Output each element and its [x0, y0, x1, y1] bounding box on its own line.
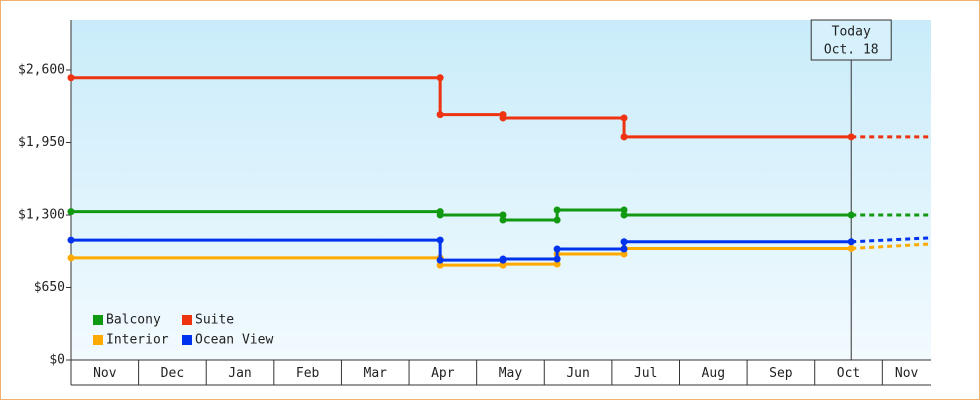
point [67, 208, 75, 216]
point [553, 206, 561, 214]
point [847, 244, 855, 252]
point [436, 211, 444, 219]
point [436, 74, 444, 82]
y-tick-label: $2,600 [18, 62, 65, 77]
y-tick-label: $0 [49, 353, 65, 368]
x-tick-label: Jan [228, 366, 251, 381]
x-tick-label: Nov [93, 366, 117, 381]
point [436, 236, 444, 244]
legend-label: Suite [195, 313, 234, 328]
point [620, 206, 628, 214]
point [499, 216, 507, 224]
today-box [810, 19, 892, 61]
point [499, 211, 507, 219]
point [847, 238, 855, 246]
x-tick-label: Dec [161, 366, 184, 381]
legend-swatch [93, 315, 103, 325]
point [499, 255, 507, 263]
point [553, 216, 561, 224]
y-tick-label: $650 [34, 280, 65, 295]
x-tick-label: Apr [431, 366, 455, 381]
x-tick-label: May [499, 366, 523, 381]
x-tick-label: Jul [634, 366, 657, 381]
legend-label: Balcony [106, 313, 161, 328]
point [553, 245, 561, 253]
x-tick-label: Mar [364, 366, 388, 381]
series-line [71, 238, 852, 262]
point [499, 114, 507, 122]
legend-swatch [93, 335, 103, 345]
point [847, 211, 855, 219]
x-tick-label: Aug [702, 366, 725, 381]
plot-area [71, 20, 931, 360]
x-tick-label: Nov [895, 366, 919, 381]
point [553, 260, 561, 268]
point [436, 256, 444, 264]
point [620, 114, 628, 122]
y-tick-label: $1,300 [18, 207, 65, 222]
legend-label: Interior [106, 333, 169, 348]
point [436, 111, 444, 119]
point [67, 254, 75, 262]
point [620, 245, 628, 253]
x-tick-label: Sep [769, 366, 793, 381]
point [553, 255, 561, 263]
today-label: Oct. 18 [824, 43, 879, 58]
point [620, 238, 628, 246]
forecast-line [851, 242, 932, 250]
x-tick-label: Feb [296, 366, 320, 381]
y-tick-label: $1,950 [18, 135, 65, 150]
x-tick-label: Oct [837, 366, 860, 381]
forecast-line [851, 236, 932, 244]
x-tick-label: Jun [566, 366, 589, 381]
legend-label: Ocean View [195, 333, 273, 348]
point [67, 236, 75, 244]
legend-swatch [182, 335, 192, 345]
point [620, 211, 628, 219]
point [847, 133, 855, 141]
legend-swatch [182, 315, 192, 325]
point [620, 133, 628, 141]
point [67, 74, 75, 82]
point [436, 261, 444, 269]
point [620, 250, 628, 258]
today-label: Today [832, 25, 871, 40]
